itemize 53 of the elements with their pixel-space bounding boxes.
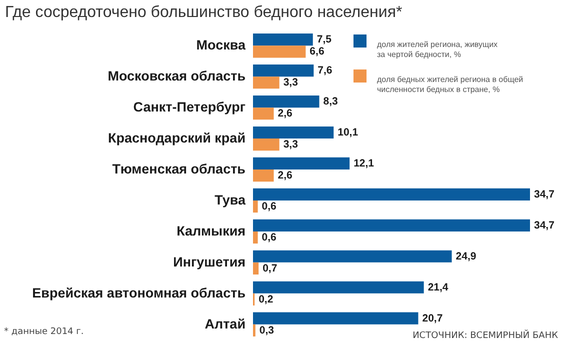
bar [253, 46, 306, 58]
bar [253, 219, 530, 232]
data-label: 0,3 [259, 324, 274, 336]
text: * данные 2014 г. [4, 327, 84, 337]
data-label: 2,6 [278, 108, 293, 120]
data-label: 2,6 [278, 170, 293, 182]
bar [253, 262, 259, 275]
data-label: 0,6 [262, 200, 277, 213]
bar [253, 157, 350, 170]
y-tick-label: Москва [196, 38, 246, 53]
data-label: 0,7 [262, 262, 278, 274]
bar [253, 108, 274, 120]
legend-label: доля жителей региона, живущих за чертой бедности, % [377, 40, 498, 59]
data-label: 24,9 [456, 250, 476, 262]
data-label: 6,6 [310, 46, 324, 58]
bar [253, 95, 320, 108]
data-label: 34,7 [534, 188, 555, 200]
bar [253, 138, 280, 151]
data-label: 0,2 [258, 293, 274, 306]
data-label: 7,6 [318, 64, 332, 77]
y-tick-label: Алтай [204, 316, 246, 332]
bar [253, 312, 418, 324]
y-tick-label: Калмыкия [176, 223, 246, 238]
y-tick-label: Санкт-Петербург [133, 100, 246, 115]
bar [253, 200, 258, 213]
bar [253, 34, 313, 46]
data-label: 34,7 [534, 219, 555, 232]
annotation: ИСТОЧНИК: ВСЕМИРНЫЙ БАНК [412, 331, 558, 341]
y-tick-label: Тува [214, 192, 246, 208]
data-label: 12,1 [354, 157, 374, 170]
chart-title: Где сосредоточено большинство бедного населения* [5, 4, 402, 21]
bar [253, 76, 280, 89]
data-label: 8,3 [323, 96, 338, 108]
data-label: 21,4 [428, 281, 448, 294]
bar [253, 231, 258, 244]
y-tick-label: Краснодарский край [108, 130, 246, 146]
y-tick-label: Тюменская область [112, 162, 246, 177]
data-label: 3,3 [283, 76, 298, 89]
legend-label: доля бедных жителей региона в общей численности бедных в стране, % [377, 75, 524, 94]
data-label: 7,5 [316, 34, 332, 46]
bar [253, 281, 424, 294]
bar [253, 250, 452, 262]
data-label: 10,1 [338, 126, 358, 139]
bar [253, 64, 314, 77]
y-tick-label: Ингушетия [173, 254, 246, 270]
data-label: 3,3 [283, 138, 298, 151]
data-label: 0,6 [262, 231, 277, 244]
bar [253, 170, 274, 182]
bar [253, 126, 334, 139]
y-tick-label: Московская область [108, 68, 246, 84]
y-tick-label: Еврейская автономная область [32, 285, 246, 300]
data-label: 20,7 [422, 312, 443, 324]
bar [253, 188, 530, 200]
